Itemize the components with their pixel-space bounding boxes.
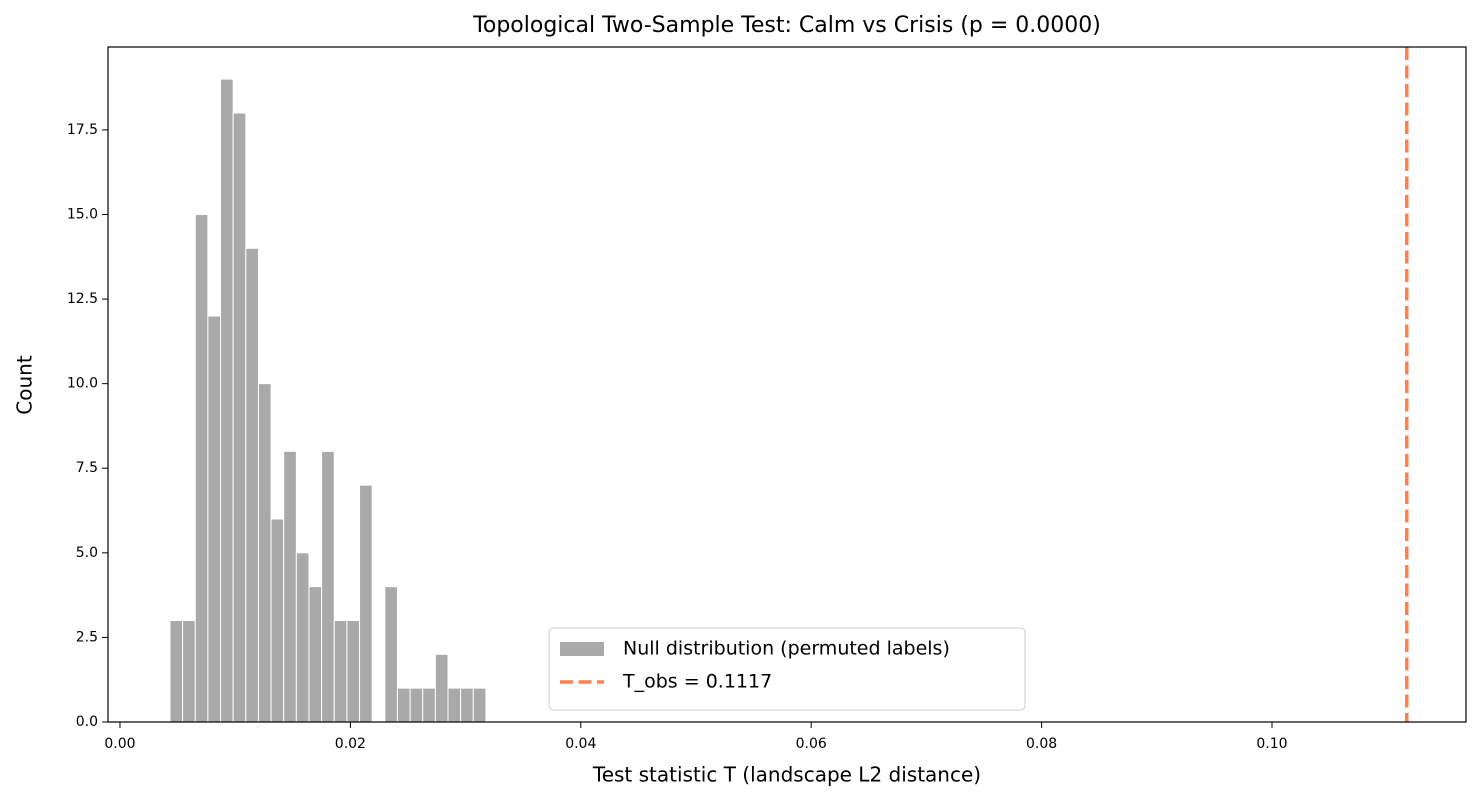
x-tick-label: 0.06 <box>796 736 827 752</box>
histogram-bar <box>207 315 222 723</box>
histogram-bar <box>333 619 348 723</box>
x-tick-label: 0.00 <box>104 736 135 752</box>
y-axis-label: Count <box>13 355 37 415</box>
x-tick-label: 0.08 <box>1026 736 1057 752</box>
histogram-bar <box>321 450 335 723</box>
x-tick-label: 0.10 <box>1256 736 1287 752</box>
histogram-bar <box>472 687 487 723</box>
histogram-bar <box>460 687 474 723</box>
histogram-bar <box>434 653 449 723</box>
histogram-bar <box>409 687 424 723</box>
histogram-bar <box>257 383 272 723</box>
histogram-bar <box>169 619 184 723</box>
histogram-bar <box>182 619 196 723</box>
histogram-bar <box>295 552 310 723</box>
histogram-bar <box>447 687 462 723</box>
x-tick-label: 0.02 <box>335 736 366 752</box>
y-tick-label: 7.5 <box>76 460 98 476</box>
y-tick-label: 0.0 <box>76 714 98 730</box>
chart-title: Topological Two-Sample Test: Calm vs Cri… <box>472 13 1101 38</box>
y-tick-label: 10.0 <box>67 376 98 392</box>
plot-frame <box>107 46 1467 723</box>
legend-swatch <box>560 642 604 656</box>
histogram-bar <box>359 484 373 723</box>
y-tick-label: 12.5 <box>67 291 98 307</box>
y-tick-label: 5.0 <box>76 545 98 561</box>
histogram-bar <box>346 619 361 723</box>
legend-label: T_obs = 0.1117 <box>622 671 772 693</box>
y-tick-label: 2.5 <box>76 629 98 645</box>
histogram-bar <box>283 450 297 723</box>
histogram-bar <box>194 213 209 723</box>
histogram-bar <box>245 247 259 723</box>
legend-label: Null distribution (permuted labels) <box>623 638 950 660</box>
histogram-bar <box>422 687 436 723</box>
y-tick-label: 17.5 <box>67 122 98 138</box>
x-axis-label: Test statistic T (landscape L2 distance) <box>592 763 981 787</box>
histogram-bar <box>220 78 234 723</box>
histogram-bar <box>308 586 323 723</box>
y-tick-label: 15.0 <box>67 206 98 222</box>
histogram-bar <box>232 112 247 723</box>
x-tick-label: 0.04 <box>565 736 596 752</box>
histogram-bar <box>270 518 285 723</box>
histogram-bar <box>384 586 398 723</box>
legend-box <box>548 627 1026 711</box>
histogram-bar <box>396 687 411 723</box>
